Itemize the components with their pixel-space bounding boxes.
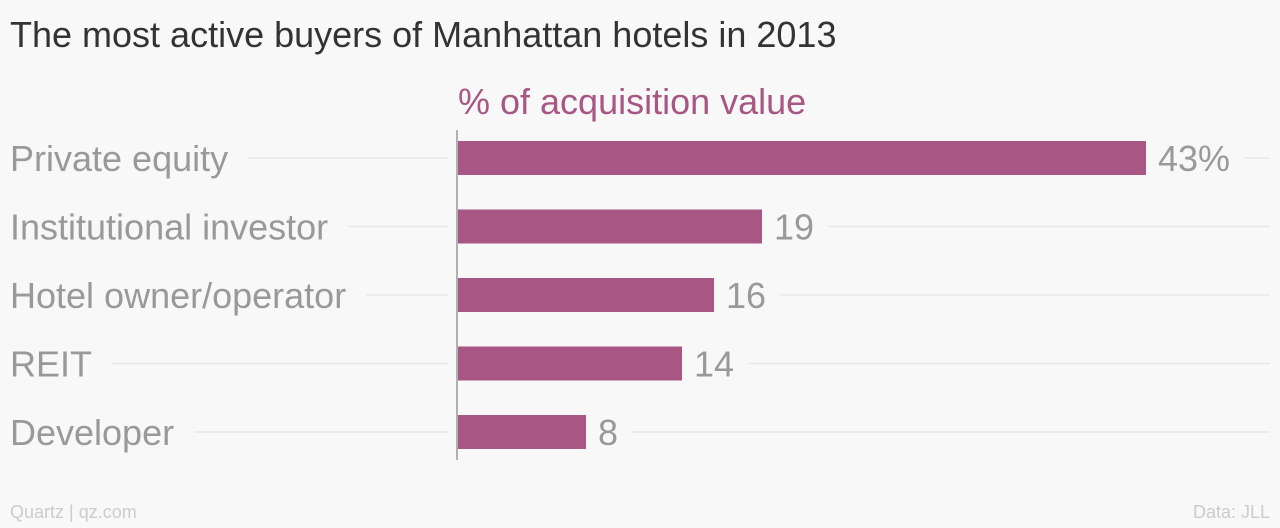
category-label: Institutional investor xyxy=(10,207,328,248)
bar xyxy=(458,141,1146,175)
value-label: 43% xyxy=(1158,138,1230,179)
value-label: 16 xyxy=(726,275,766,316)
chart-title: The most active buyers of Manhattan hote… xyxy=(10,14,837,55)
bar xyxy=(458,209,762,244)
bar xyxy=(458,346,682,381)
value-label: 8 xyxy=(598,412,618,453)
chart-subtitle: % of acquisition value xyxy=(458,81,806,122)
value-label: 14 xyxy=(694,344,734,385)
bar xyxy=(458,415,586,449)
category-label: REIT xyxy=(10,344,92,385)
value-label: 19 xyxy=(774,207,814,248)
category-label: Hotel owner/operator xyxy=(10,275,346,316)
category-labels: Private equity Institutional investor Hote… xyxy=(10,138,346,453)
category-label: Private equity xyxy=(10,138,228,179)
footer-credit: Quartz | qz.com xyxy=(10,502,137,522)
bars xyxy=(458,141,1146,449)
category-label: Developer xyxy=(10,412,174,453)
footer-source: Data: JLL xyxy=(1192,502,1270,522)
bar xyxy=(458,278,714,312)
gridlines xyxy=(112,157,1270,433)
